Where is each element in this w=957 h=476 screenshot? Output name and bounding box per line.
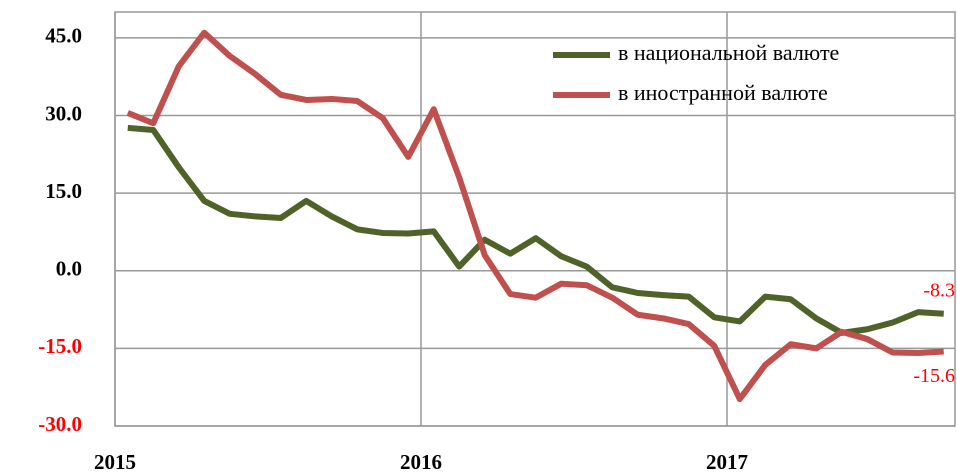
y-tick-label: -15.0 [38,334,82,358]
y-tick-label: 15.0 [45,179,82,203]
legend-label: в иностранной валюте [618,80,828,105]
series-line [127,124,944,336]
x-tick-label: 2017 [706,450,748,474]
data-label: -8.3 [923,279,955,301]
x-tick-label: 2016 [400,450,442,474]
y-tick-label: 0.0 [56,257,82,281]
series-line [126,29,944,403]
y-tick-label: 30.0 [45,101,82,125]
plot-area [114,11,956,427]
legend-label: в национальной валюте [618,40,839,65]
x-tick-label: 2015 [94,450,136,474]
y-tick-label: -30.0 [38,412,82,436]
data-label: -15.6 [913,365,955,387]
y-tick-label: 45.0 [45,24,82,48]
